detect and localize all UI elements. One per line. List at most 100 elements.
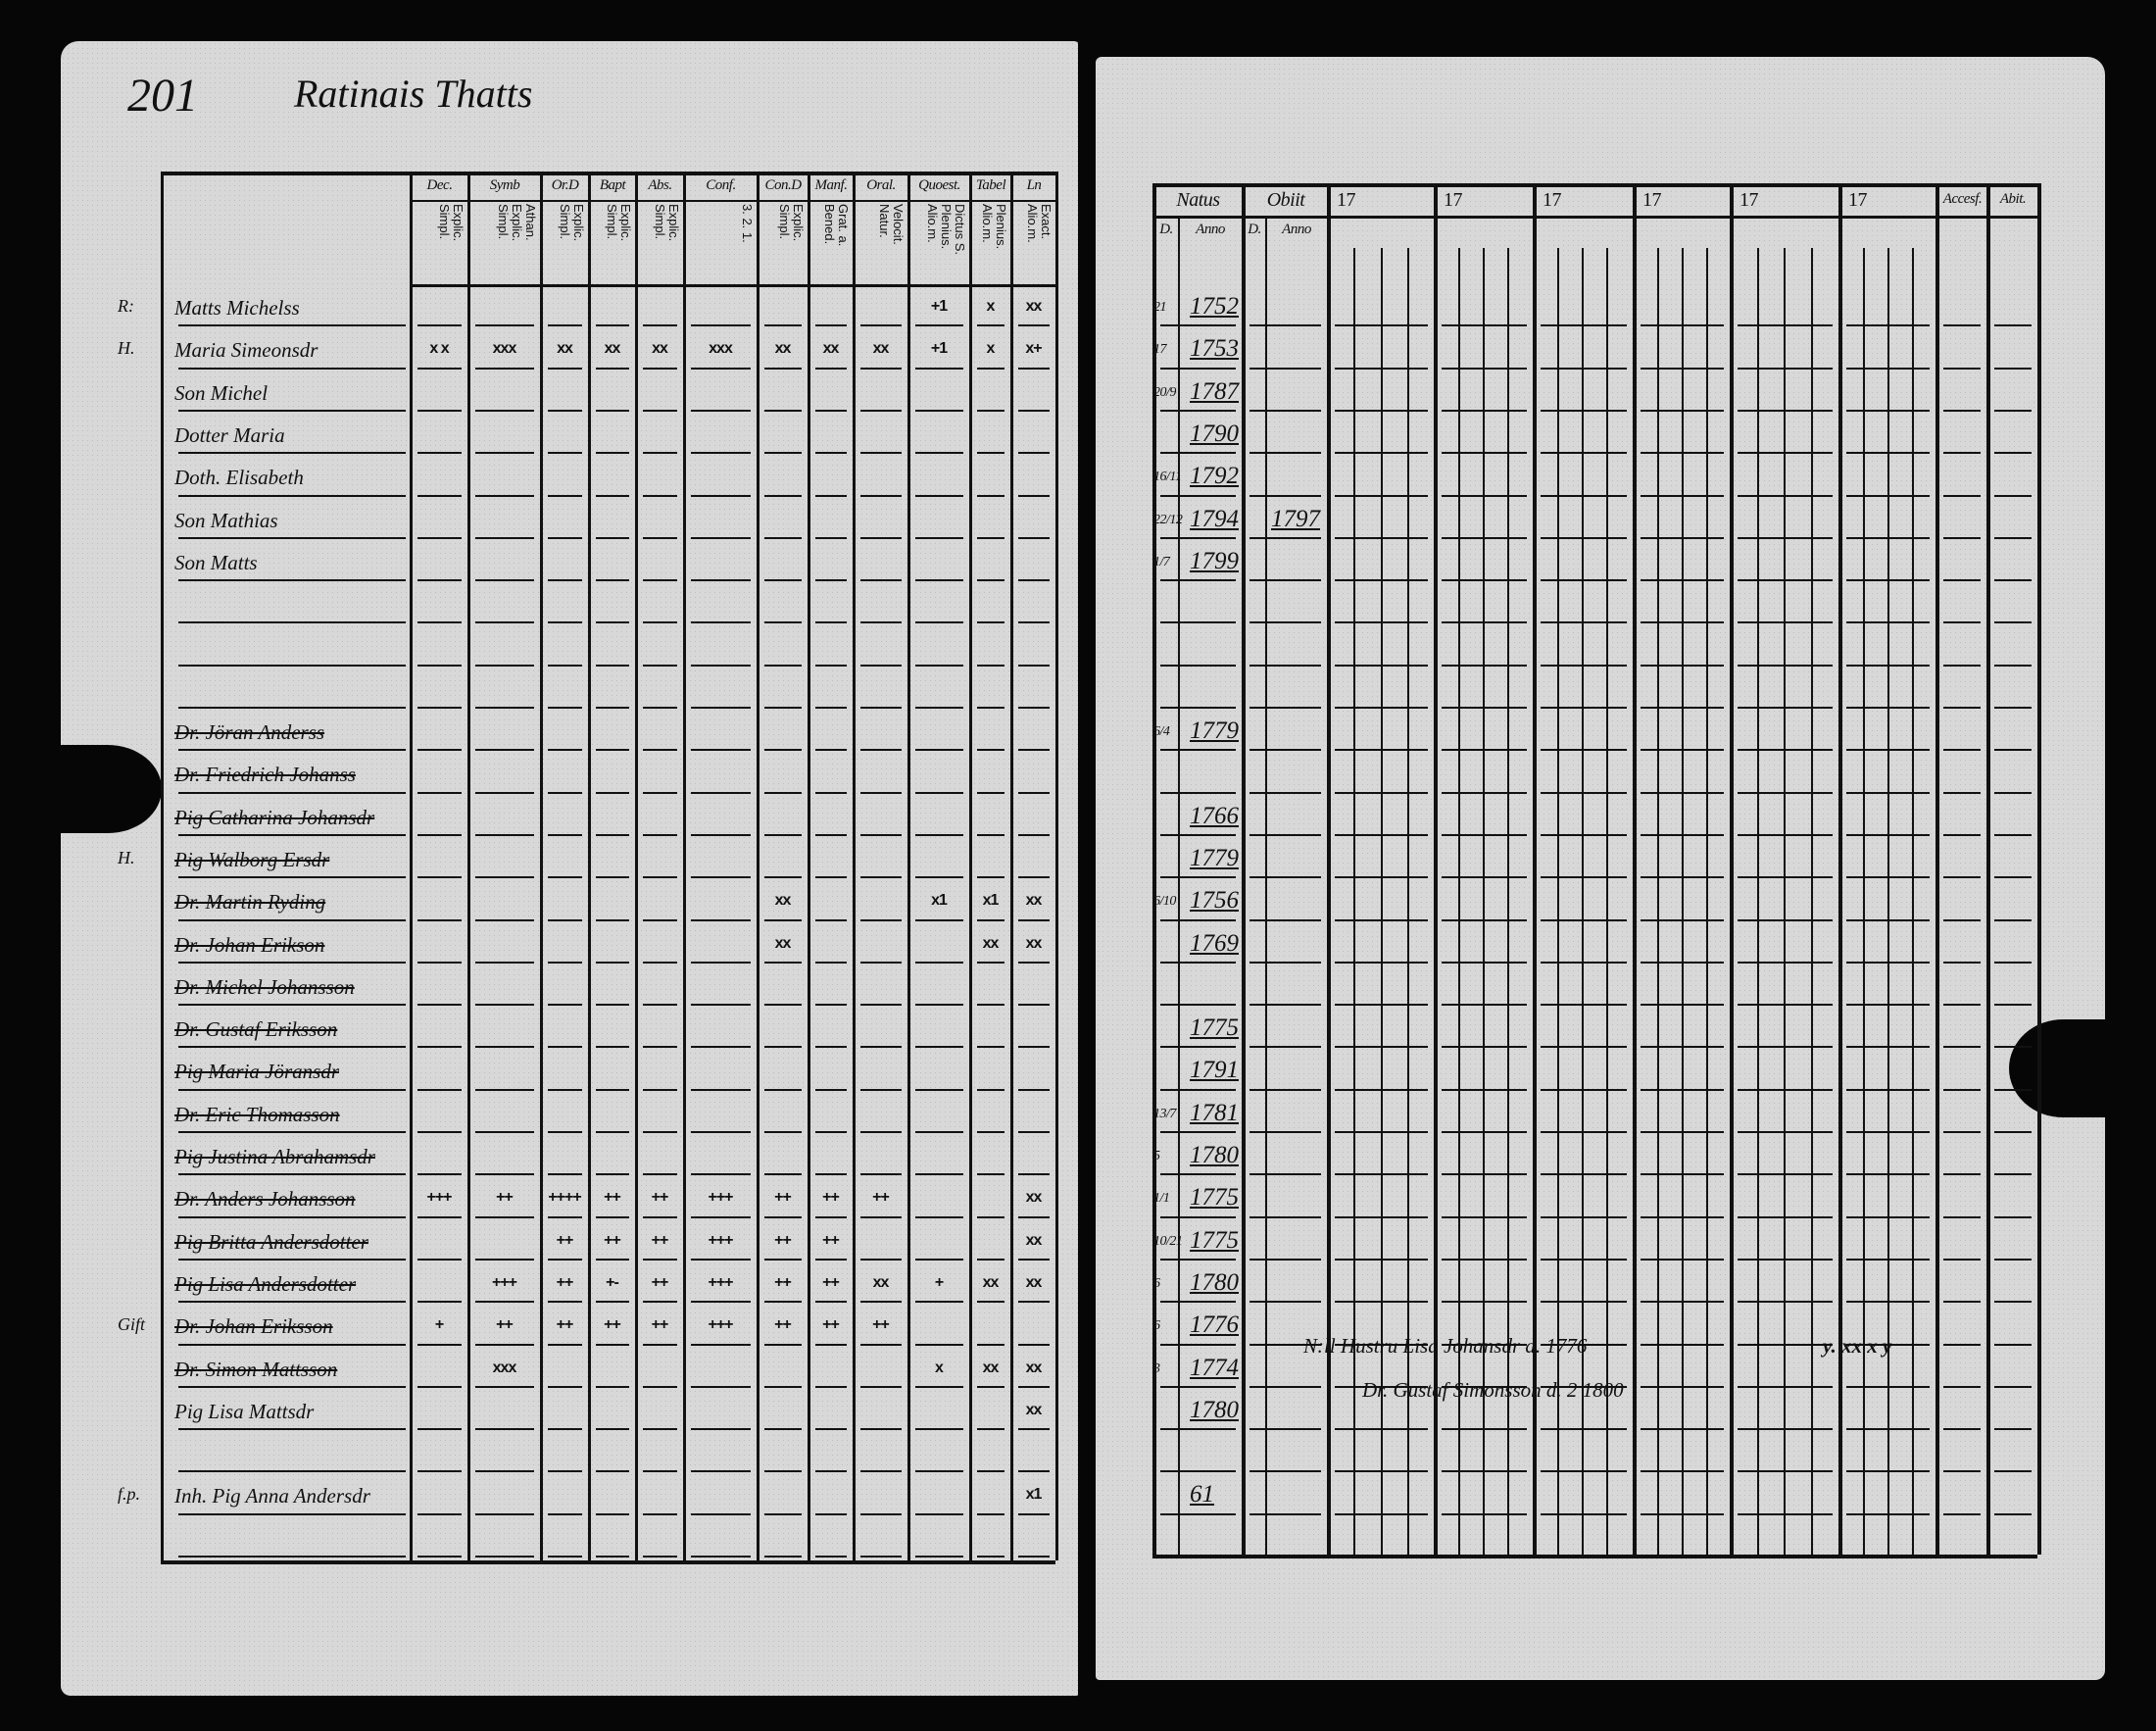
row-rule-cell bbox=[915, 664, 963, 667]
row-rule bbox=[1846, 664, 1930, 667]
row-rule bbox=[1442, 452, 1527, 455]
row-rule-cell bbox=[1018, 876, 1050, 879]
row-rule-cell bbox=[1018, 1131, 1050, 1133]
row-rule-cell bbox=[1018, 409, 1050, 412]
row-rule-cell bbox=[915, 367, 963, 370]
person-name: Pig Lisa Andersdotter bbox=[174, 1271, 357, 1296]
birth-day: 13/7 bbox=[1153, 1106, 1176, 1121]
row-rule bbox=[1738, 791, 1833, 794]
row-rule-cell bbox=[1018, 494, 1050, 497]
row-rule-cell bbox=[764, 664, 802, 667]
row-rule-cell bbox=[643, 833, 677, 836]
row-rule bbox=[1250, 579, 1321, 582]
row-rule-cell bbox=[417, 1470, 462, 1473]
row-rule-cell bbox=[417, 409, 462, 412]
row-rule-cell bbox=[691, 1343, 751, 1346]
person-name: Dr. Martin Ryding bbox=[174, 890, 326, 915]
row-rule-cell bbox=[815, 1301, 847, 1304]
row-rule-cell bbox=[977, 918, 1004, 921]
row-rule-cell bbox=[643, 1004, 677, 1007]
column-header: Tabel bbox=[975, 177, 1006, 193]
row-rule-cell bbox=[1018, 1556, 1050, 1558]
row-rule-cell bbox=[764, 621, 802, 624]
row-rule bbox=[1994, 1215, 2032, 1218]
check-mark: xx bbox=[872, 340, 890, 358]
row-rule-cell bbox=[860, 1004, 902, 1007]
row-rule bbox=[1994, 749, 2032, 752]
row-rule-cell bbox=[977, 1512, 1004, 1515]
row-rule-cell bbox=[915, 536, 963, 539]
row-rule-cell bbox=[915, 1512, 963, 1515]
row-rule-cell bbox=[915, 749, 963, 752]
row-rule-cell bbox=[764, 1258, 802, 1261]
check-mark: ++ bbox=[872, 1316, 890, 1334]
row-rule-cell bbox=[548, 833, 582, 836]
row-margin-note: H. bbox=[118, 847, 135, 867]
row-rule-cell bbox=[1018, 367, 1050, 370]
row-rule bbox=[1250, 876, 1321, 879]
column-header: Con.D bbox=[764, 177, 802, 193]
row-rule-cell bbox=[915, 579, 963, 582]
row-rule-cell bbox=[977, 1258, 1004, 1261]
row-rule-cell bbox=[417, 452, 462, 455]
row-rule-cell bbox=[417, 1131, 462, 1133]
row-rule-cell bbox=[548, 1512, 582, 1515]
birth-year: 1794 bbox=[1190, 505, 1239, 532]
row-rule-cell bbox=[691, 324, 751, 327]
row-rule-cell bbox=[860, 1428, 902, 1431]
row-rule-cell bbox=[691, 664, 751, 667]
row-rule bbox=[1250, 1173, 1321, 1176]
column-subheader: Explic. Simpl. bbox=[558, 204, 585, 242]
row-rule-cell bbox=[596, 494, 629, 497]
row-rule-cell bbox=[596, 707, 629, 709]
row-rule-cell bbox=[691, 1088, 751, 1091]
sub-column-rule bbox=[1582, 248, 1584, 1555]
row-rule-cell bbox=[596, 833, 629, 836]
sub-column-rule bbox=[1912, 248, 1914, 1555]
column-rule bbox=[1986, 183, 1990, 1555]
row-rule bbox=[1541, 876, 1627, 879]
row-rule bbox=[1160, 494, 1236, 497]
row-rule bbox=[1738, 1301, 1833, 1304]
birth-day: 20/9 bbox=[1153, 384, 1176, 400]
row-margin-note: f.p. bbox=[118, 1484, 141, 1505]
natus-day-header: D. bbox=[1159, 222, 1173, 237]
row-rule bbox=[1442, 367, 1527, 370]
birth-day: 10/21 bbox=[1153, 1233, 1183, 1249]
person-name: Pig Catharina Johansdr bbox=[174, 805, 375, 829]
person-name: Dr. Johan Eriksson bbox=[174, 1314, 333, 1339]
row-rule bbox=[1250, 1343, 1321, 1346]
row-rule-cell bbox=[977, 324, 1004, 327]
row-rule-cell bbox=[548, 1088, 582, 1091]
row-rule-cell bbox=[815, 1131, 847, 1133]
row-rule-cell bbox=[643, 1343, 677, 1346]
birth-year: 1775 bbox=[1190, 1226, 1239, 1254]
natus-anno-header: Anno bbox=[1196, 222, 1225, 237]
row-rule-name bbox=[178, 1512, 406, 1515]
person-name: Pig Maria Jöransdr bbox=[174, 1060, 339, 1084]
check-mark: xx bbox=[1025, 1189, 1043, 1207]
row-rule-cell bbox=[475, 1512, 534, 1515]
row-rule-cell bbox=[417, 791, 462, 794]
row-rule bbox=[1335, 1512, 1428, 1515]
row-rule-name bbox=[178, 1046, 406, 1049]
person-name: Son Matts bbox=[174, 550, 258, 574]
row-rule-cell bbox=[815, 536, 847, 539]
row-rule-cell bbox=[915, 833, 963, 836]
row-rule-cell bbox=[915, 1470, 963, 1473]
person-name: Dr. Jöran Anderss bbox=[174, 720, 325, 744]
row-rule-cell bbox=[860, 494, 902, 497]
row-rule bbox=[1250, 749, 1321, 752]
column-rule bbox=[1533, 183, 1537, 1555]
row-rule-cell bbox=[596, 367, 629, 370]
row-rule bbox=[1943, 1215, 1981, 1218]
row-rule bbox=[1160, 367, 1236, 370]
check-mark: x1 bbox=[982, 892, 1000, 910]
row-rule bbox=[1335, 707, 1428, 709]
row-rule bbox=[1160, 452, 1236, 455]
check-mark: xx bbox=[1025, 892, 1043, 910]
row-rule-name bbox=[178, 707, 406, 709]
row-rule bbox=[1738, 961, 1833, 964]
row-rule-cell bbox=[977, 1343, 1004, 1346]
row-rule-cell bbox=[691, 1512, 751, 1515]
